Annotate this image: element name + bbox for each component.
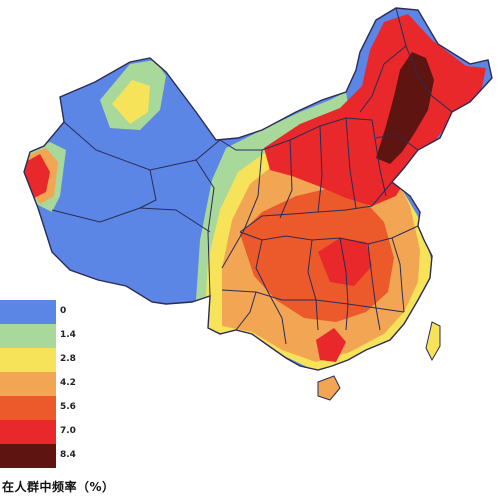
province-boundaries [23,7,493,371]
taiwan-island [425,321,441,362]
legend-swatch [0,324,56,348]
legend-label: 8.4 [60,450,76,460]
legend: 0 1.4 2.8 4.2 5.6 7.0 8.4 [0,300,120,468]
zone-darkred-northeast [376,52,434,164]
legend-item: 4.2 [0,372,120,396]
legend-swatch [0,300,56,324]
zone-red-north [264,14,486,206]
zone-red-center [318,238,372,286]
legend-swatch [0,420,56,444]
legend-item: 7.0 [0,420,120,444]
zone-green-central [196,92,350,300]
legend-item: 0 [0,300,120,324]
legend-item: 2.8 [0,348,120,372]
legend-swatch [0,348,56,372]
zone-yellow-north [112,80,150,124]
legend-swatch [0,444,56,468]
legend-item: 5.6 [0,396,120,420]
zone-red-south [316,328,346,362]
legend-swatch [0,372,56,396]
legend-label: 0 [60,306,67,316]
legend-label: 1.4 [60,330,76,340]
legend-swatch [0,396,56,420]
legend-caption: 在人群中频率（%） [2,480,115,494]
legend-label: 4.2 [60,378,76,388]
zone-redorange-sw [262,256,296,292]
legend-item: 1.4 [0,324,120,348]
legend-label: 5.6 [60,402,76,412]
legend-label: 2.8 [60,354,76,364]
hainan-island [317,375,341,401]
legend-label: 7.0 [60,426,76,436]
legend-item: 8.4 [0,444,120,468]
